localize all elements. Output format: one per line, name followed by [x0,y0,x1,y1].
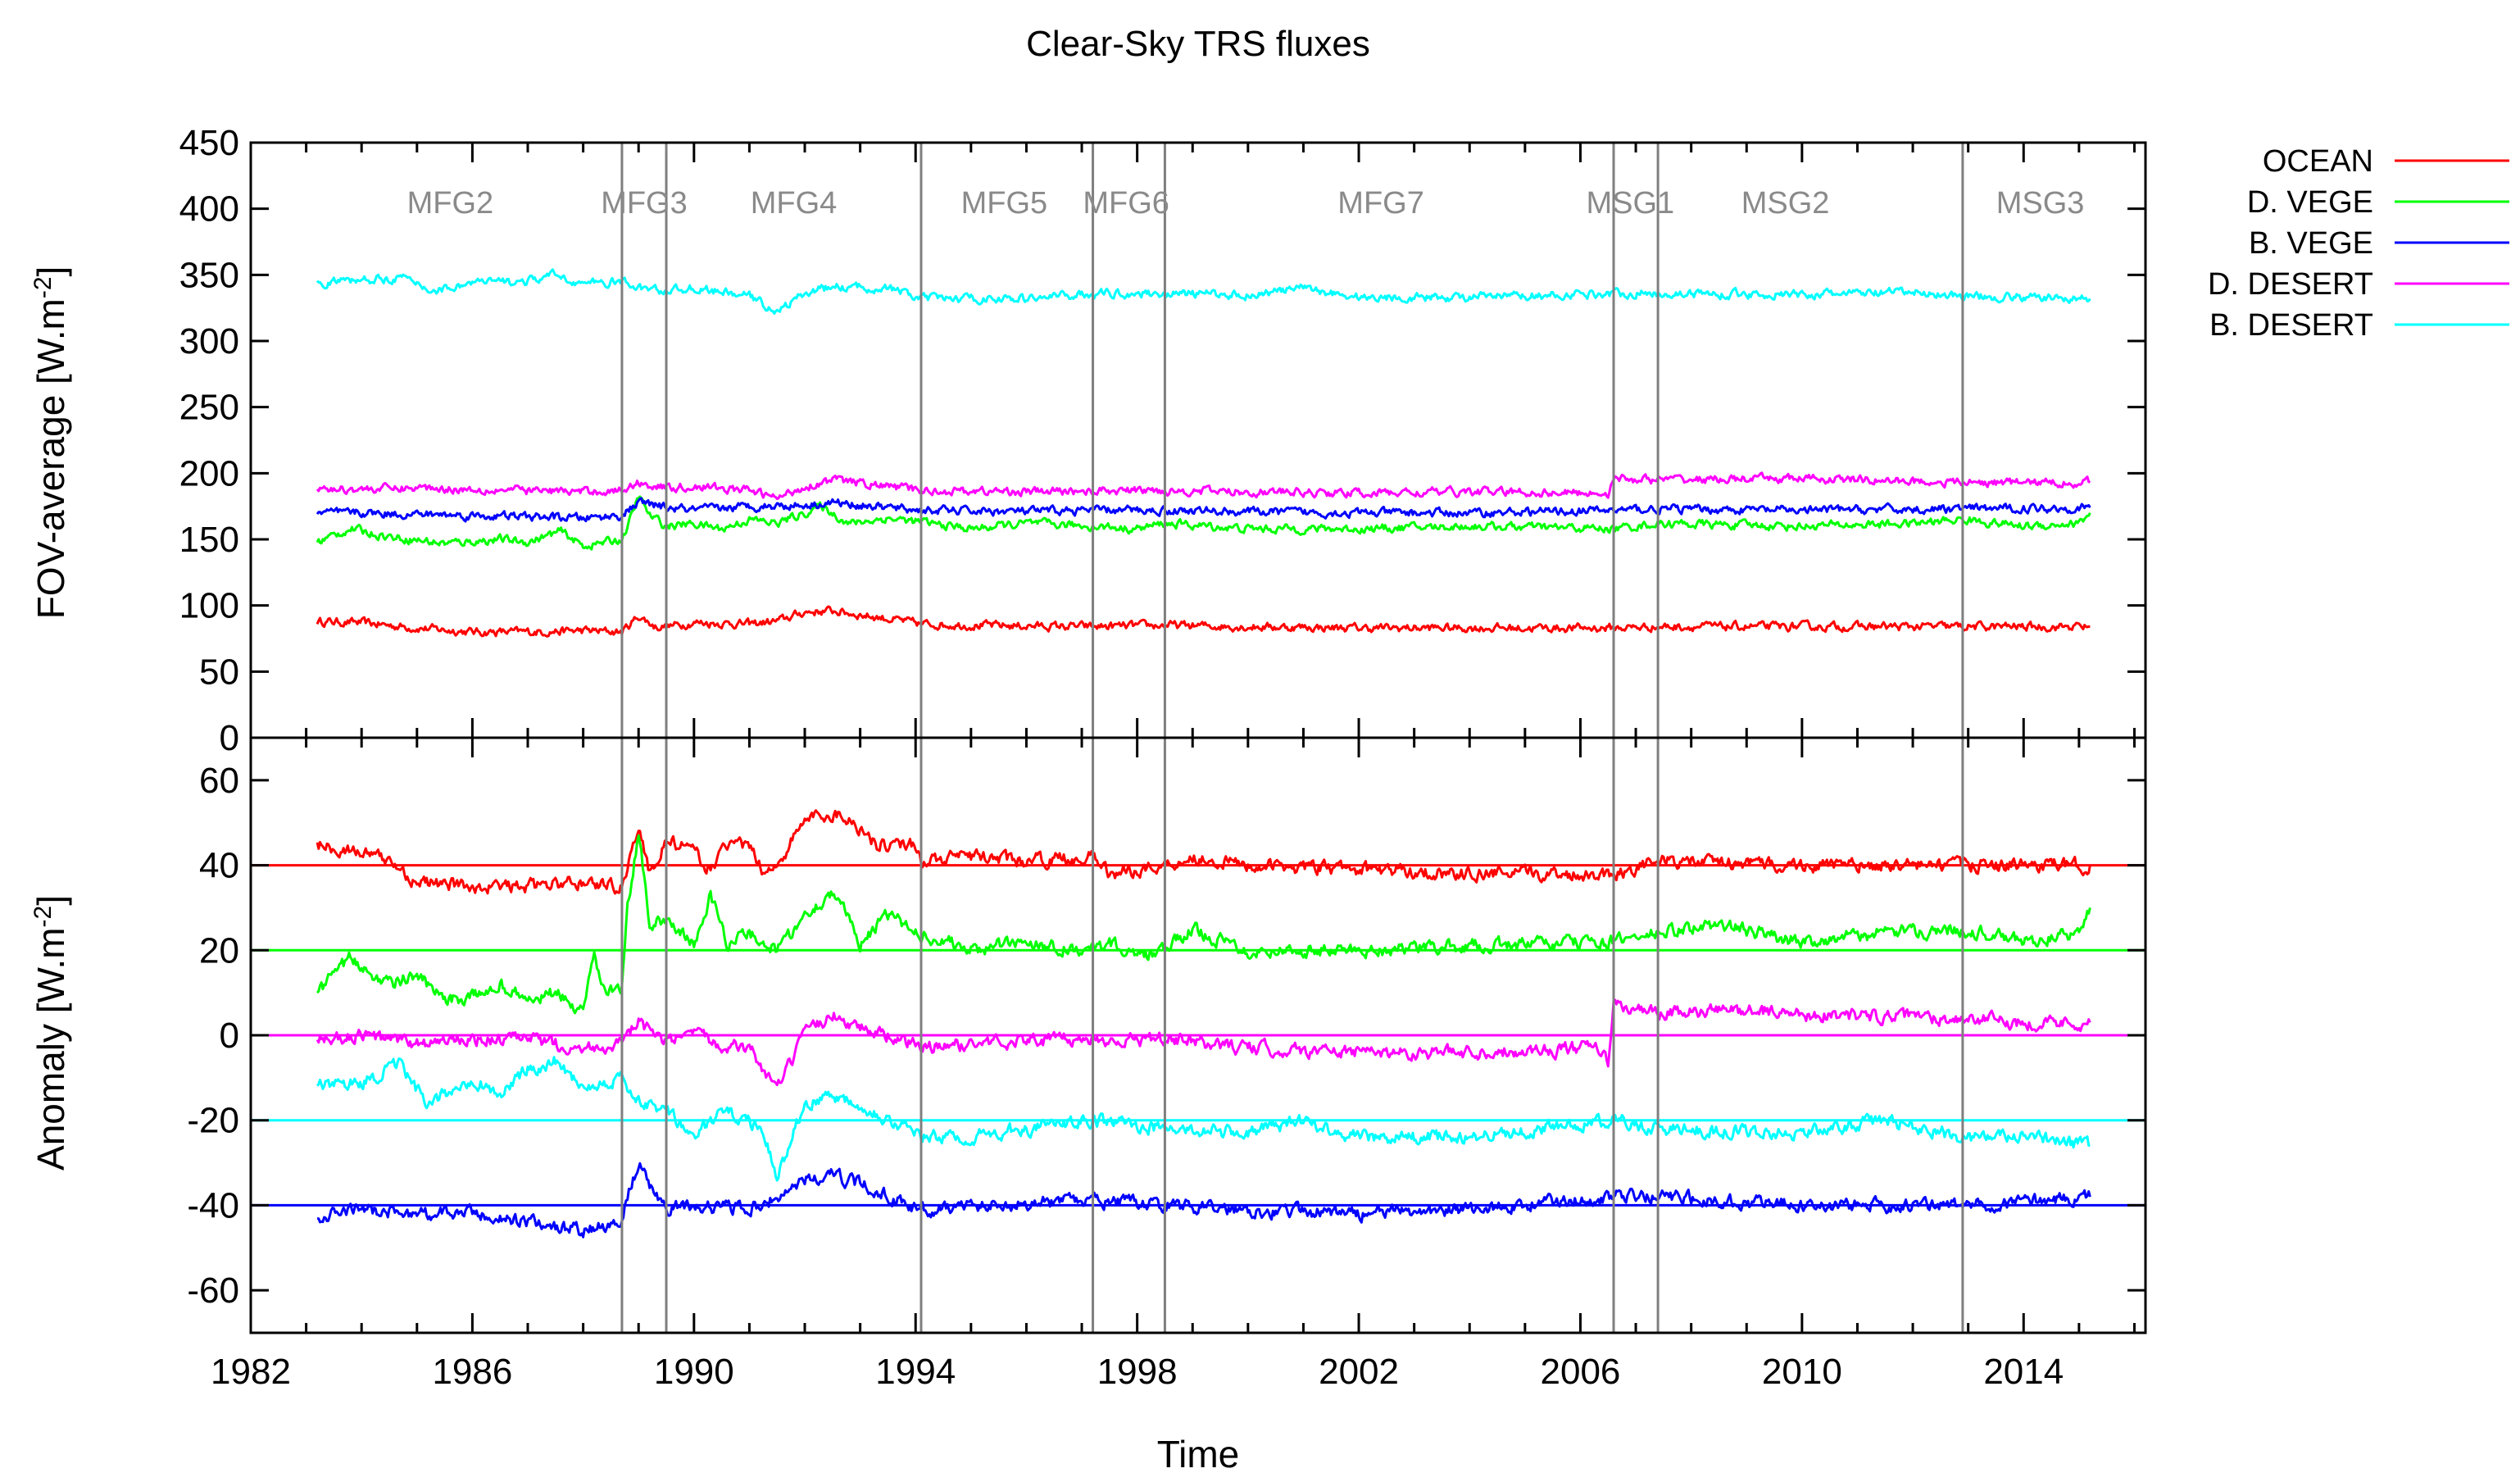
x-tick-label: 2006 [1541,1352,1621,1392]
legend-label-ddesert: D. DESERT [2208,267,2373,302]
y-tick-label: 20 [199,930,239,971]
series-line-ddesert-panel1 [316,471,2091,501]
series-line-bdesert-panel2 [316,1056,2091,1182]
series-line-bvege-panel2 [316,1162,2091,1239]
chart-title: Clear-Sky TRS fluxes [1026,24,1370,64]
y-title-bottom-sup: -2 [30,906,57,928]
y-tick-label: 0 [220,718,239,758]
y-tick-label: 50 [199,652,239,692]
x-tick-label: 2010 [1762,1352,1842,1392]
satellite-label-msg3: MSG3 [1996,186,2085,220]
y-tick-label: 450 [179,123,239,163]
legend: OCEAN D. VEGE B. VEGE D. DESERT B. DESERT [2208,144,2509,343]
y-tick-label: 60 [199,761,239,801]
x-tick-label: 2002 [1319,1352,1399,1392]
x-tick-label: 1994 [875,1352,956,1392]
y-title-top-main: FOV-average [W.m [30,298,72,619]
y-tick-label: 100 [179,586,239,626]
y-tick-label: 200 [179,453,239,493]
satellite-label-msg2: MSG2 [1741,186,1830,220]
x-tick-label: 1998 [1097,1352,1178,1392]
x-tick-label: 2014 [1983,1352,2064,1392]
satellite-label-mfg5: MFG5 [961,186,1048,220]
satellite-label-mfg3: MFG3 [601,186,688,220]
y-tick-label: 0 [220,1016,239,1056]
y-title-top-end: ] [30,266,72,277]
x-tick-label: 1982 [211,1352,291,1392]
series-line-ocean-panel1 [316,605,2091,638]
satellite-label-msg1: MSG1 [1586,186,1674,220]
satellite-labels: MFG2 MFG3 MFG4 MFG5 MFG6 MFG7 MSG1 MSG2 MSG3 [407,186,2085,220]
legend-label-bdesert: B. DESERT [2209,308,2373,343]
y-title-bottom-end: ] [30,895,72,906]
satellite-label-mfg7: MFG7 [1337,186,1424,220]
x-tick-label: 1990 [654,1352,734,1392]
satellite-label-mfg2: MFG2 [407,186,494,220]
satellite-label-mfg6: MFG6 [1083,186,1169,220]
legend-label-ocean: OCEAN [2263,144,2373,179]
y-title-bottom-main: Anomaly [W.m [30,927,72,1171]
panel-frame-1 [249,141,2147,739]
series-line-dvege-panel1 [316,495,2091,551]
y-tick-label: 250 [179,388,239,428]
series-line-ddesert-panel2 [316,998,2091,1087]
y-title-top-sup: -2 [30,276,57,298]
series-line-bvege-panel1 [316,497,2091,523]
series-lines [316,268,2091,1239]
series-line-bdesert-panel1 [316,268,2091,315]
x-axis-title: Time [1157,1433,1240,1475]
ticks: 0 50 100 150 200 250 300 350 400 450 -60 -40 -20 0 20 4… [179,123,2145,1392]
legend-label-bvege: B. VEGE [2249,226,2373,261]
axes [249,141,2147,1334]
y-tick-label: -60 [187,1271,239,1311]
y-axis-title-bottom: Anomaly [W.m-2] [30,895,72,1171]
y-tick-label: 300 [179,321,239,361]
y-tick-label: 150 [179,520,239,560]
y-tick-label: -40 [187,1185,239,1225]
y-tick-label: 350 [179,255,239,295]
y-tick-label: 40 [199,846,239,886]
y-tick-label: 400 [179,189,239,230]
series-line-dvege-panel2 [316,834,2091,1015]
legend-label-dvege: D. VEGE [2247,185,2373,220]
satellite-label-mfg4: MFG4 [751,186,838,220]
x-tick-label: 1986 [432,1352,512,1392]
y-tick-label: -20 [187,1101,239,1141]
y-axis-title-top: FOV-average [W.m-2] [30,266,72,620]
series-line-ocean-panel2 [316,809,2091,895]
